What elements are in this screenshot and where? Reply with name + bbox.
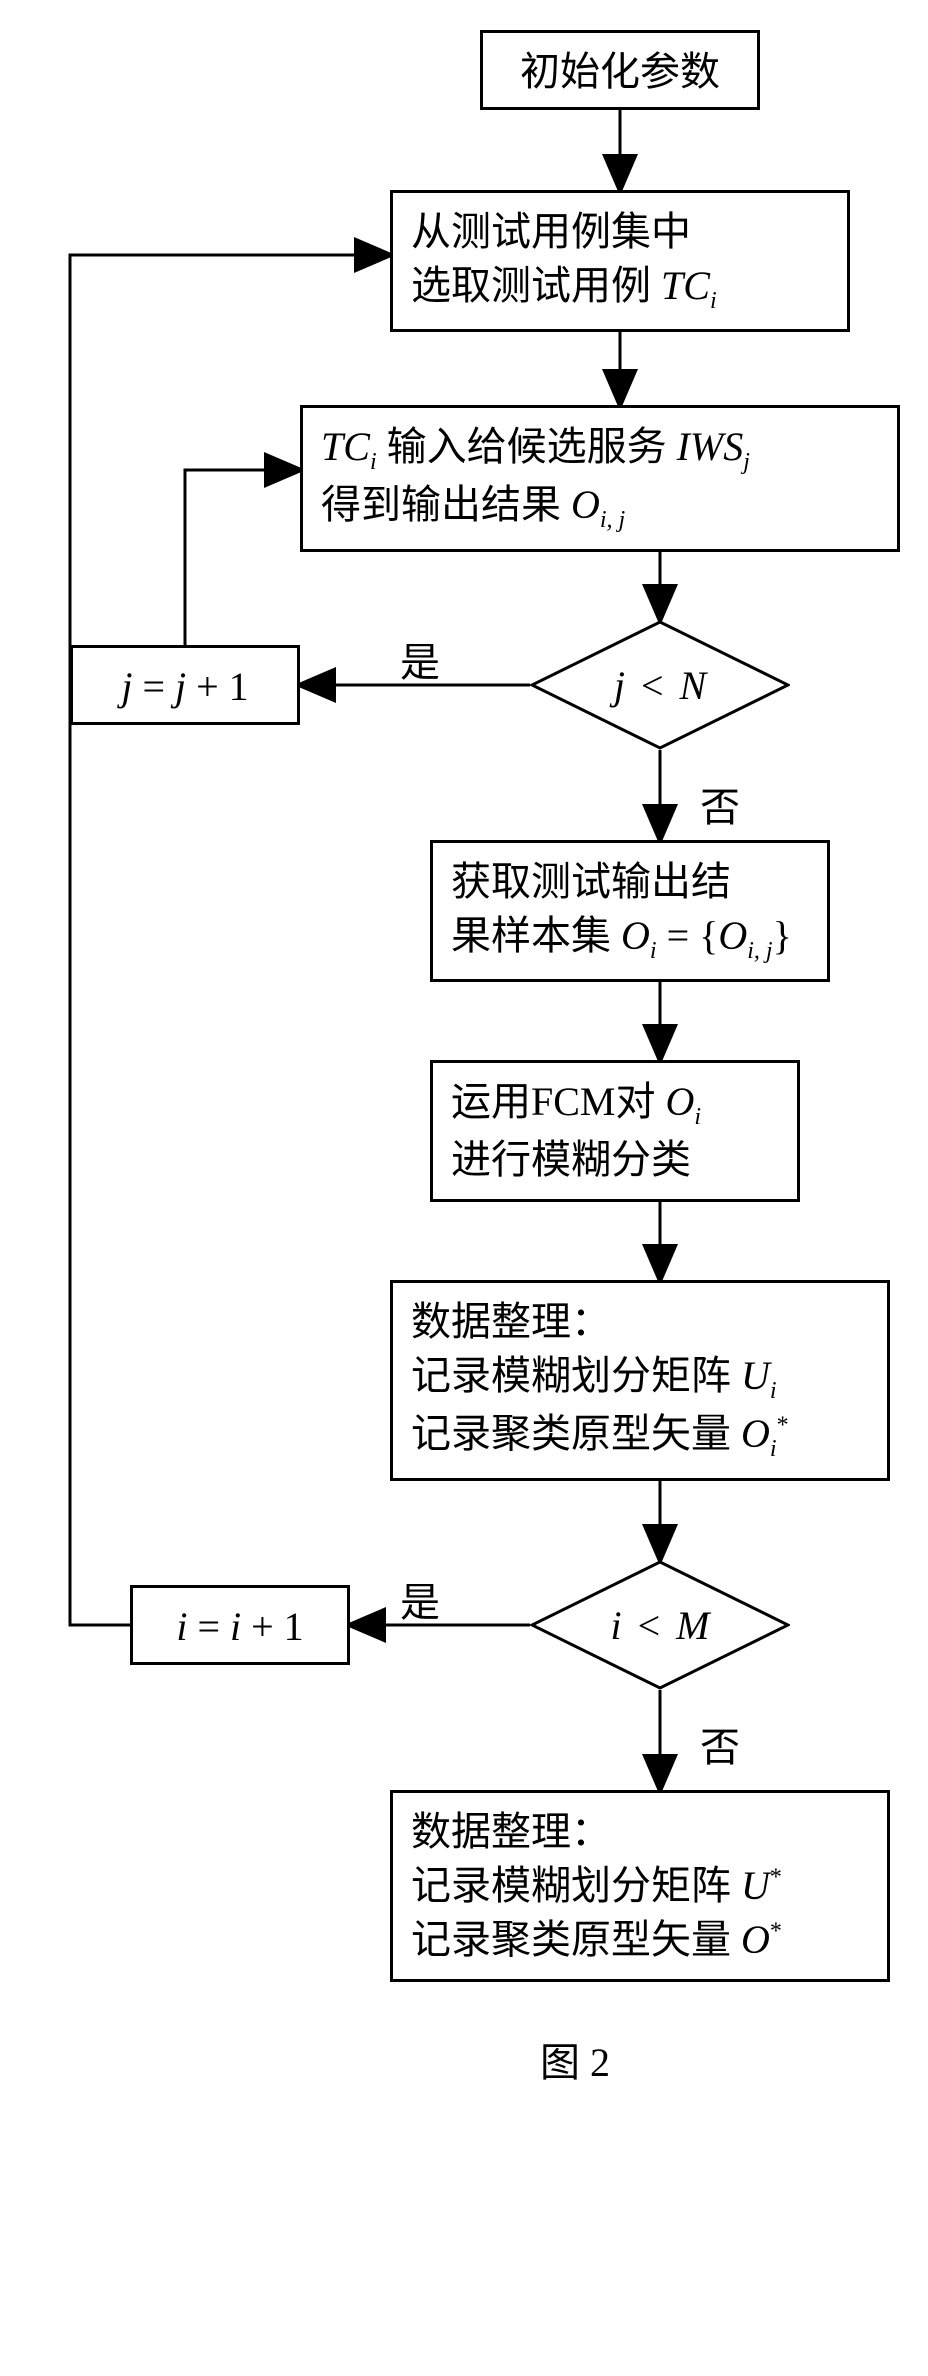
l1: 数据整理： (411, 1809, 611, 1854)
m2s: j (743, 449, 750, 475)
m1s: i (370, 449, 377, 475)
o: O (741, 1917, 770, 1962)
node-select-testcase: 从测试用例集中 选取测试用例 TCi (390, 190, 850, 332)
u: U (741, 1353, 770, 1398)
t2: 得到输出结果 (321, 482, 571, 527)
os: i (694, 1104, 701, 1130)
text-l1: 从测试用例集中 (411, 209, 691, 254)
m2: IWS (677, 424, 744, 469)
label-d1-no: 否 (700, 775, 740, 833)
l1: 获取测试输出结 (451, 859, 731, 904)
v2: j (175, 664, 186, 709)
node-data-arrange-1: 数据整理： 记录模糊划分矩阵 Ui 记录聚类原型矢量 Oi* (390, 1280, 890, 1481)
text: 初始化参数 (520, 49, 720, 94)
node-inc-i: i = i + 1 (130, 1585, 350, 1665)
rhs: M (676, 1603, 709, 1648)
op: < (635, 663, 670, 708)
node-inc-j: j = j + 1 (70, 645, 300, 725)
m3: O (571, 482, 600, 527)
osup: * (770, 1919, 782, 1945)
l2p: 记录模糊划分矩阵 (411, 1863, 741, 1908)
label-d1-yes: 是 (400, 630, 440, 688)
flowchart-canvas: 初始化参数 从测试用例集中 选取测试用例 TCi TCi 输入给候选服务 IWS… (0, 0, 928, 2376)
o1s: i (650, 938, 657, 964)
u: U (741, 1863, 770, 1908)
o1: O (621, 913, 650, 958)
l1p: 运用FCM对 (451, 1079, 666, 1124)
math-tc: TC (661, 263, 710, 308)
o: O (666, 1079, 695, 1124)
plus: + 1 (186, 664, 249, 709)
t1: 输入给候选服务 (387, 424, 677, 469)
node-fcm: 运用FCM对 Oi 进行模糊分类 (430, 1060, 800, 1202)
osup: * (777, 1413, 789, 1439)
o2: O (718, 913, 747, 958)
m1: TC (321, 424, 370, 469)
decision-i-lt-m: i < M (530, 1560, 790, 1690)
op: < (632, 1603, 667, 1648)
label-d2-yes: 是 (400, 1570, 440, 1628)
l2p: 记录模糊划分矩阵 (411, 1353, 741, 1398)
eq: = { (667, 913, 719, 958)
node-init-params: 初始化参数 (480, 30, 760, 110)
text-l2a: 选取测试用例 (411, 263, 651, 308)
v1: i (176, 1604, 187, 1649)
m3s: i, j (600, 507, 625, 533)
o: O (741, 1411, 770, 1456)
math-tc-sub: i (710, 288, 717, 314)
lhs: j (614, 663, 625, 708)
os: i (770, 1436, 777, 1462)
l2: 进行模糊分类 (451, 1137, 691, 1182)
usup: * (770, 1865, 782, 1891)
v2: i (230, 1604, 241, 1649)
us: i (770, 1378, 777, 1404)
node-input-candidate: TCi 输入给候选服务 IWSj 得到输出结果 Oi, j (300, 405, 900, 552)
rhs: N (680, 663, 707, 708)
decision-j-lt-n: j < N (530, 620, 790, 750)
eq: = (187, 1604, 230, 1649)
l3p: 记录聚类原型矢量 (411, 1917, 741, 1962)
l3p: 记录聚类原型矢量 (411, 1411, 741, 1456)
cl: } (773, 913, 792, 958)
o2s: i, j (747, 938, 772, 964)
lhs: i (610, 1603, 621, 1648)
l1: 数据整理： (411, 1299, 611, 1344)
figure-caption: 图 2 (540, 2030, 610, 2088)
l2p: 果样本集 (451, 913, 621, 958)
node-sample-set: 获取测试输出结 果样本集 Oi = {Oi, j} (430, 840, 830, 982)
label-d2-no: 否 (700, 1715, 740, 1773)
plus: + 1 (241, 1604, 304, 1649)
eq: = (132, 664, 175, 709)
v1: j (121, 664, 132, 709)
node-data-arrange-2: 数据整理： 记录模糊划分矩阵 U* 记录聚类原型矢量 O* (390, 1790, 890, 1982)
